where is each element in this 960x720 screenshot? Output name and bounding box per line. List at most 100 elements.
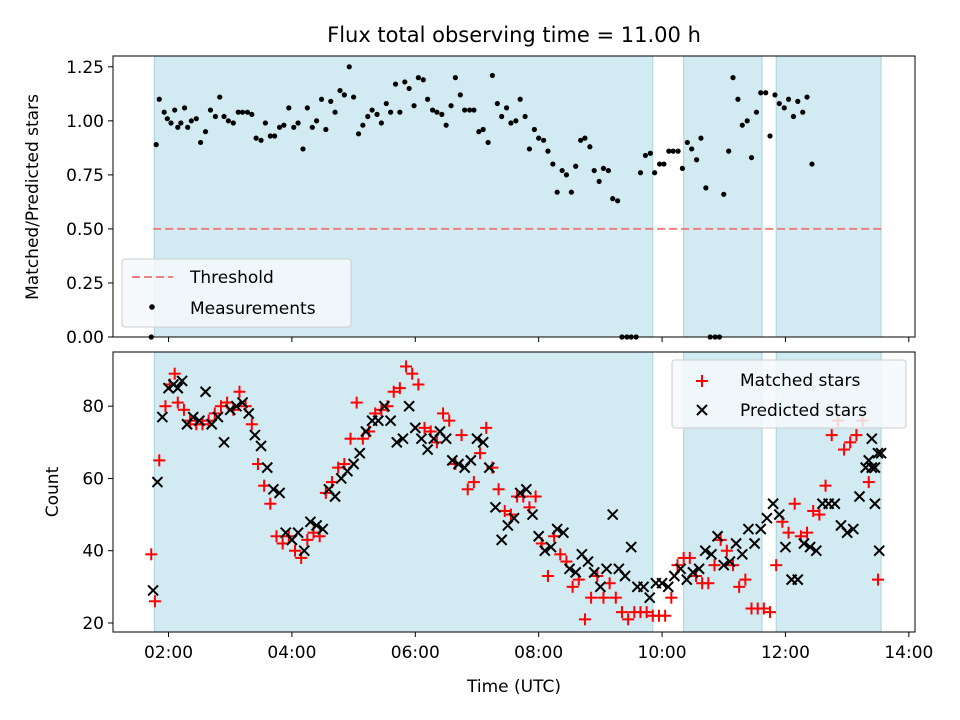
measurement-point — [276, 124, 283, 130]
measurement-point — [647, 150, 653, 156]
measurement-point — [721, 191, 727, 197]
predicted-star-point — [866, 433, 878, 445]
measurement-point — [795, 98, 801, 104]
measurement-point — [536, 135, 542, 141]
measurement-point — [351, 94, 357, 100]
measurement-point — [563, 172, 570, 178]
matched-star-point — [578, 613, 591, 626]
predicted-star-point — [607, 508, 619, 521]
measurement-point — [212, 113, 219, 120]
predicted-star-point — [869, 498, 881, 510]
predicted-star-point — [736, 548, 748, 561]
predicted-star-point — [873, 545, 885, 557]
measurement-point — [656, 161, 663, 167]
measurement-point — [744, 118, 750, 124]
y-tick-label: 0.50 — [66, 220, 104, 240]
measurement-point — [425, 96, 431, 102]
matched-star-point — [757, 602, 770, 615]
measurement-point — [753, 109, 760, 115]
x-tick-label: 08:00 — [514, 643, 563, 663]
measurement-point — [698, 135, 704, 141]
predicted-star-point — [742, 523, 755, 535]
measurement-point — [202, 129, 209, 135]
predicted-star-point — [212, 411, 224, 423]
matched-star-point — [850, 429, 863, 442]
measurement-point — [318, 96, 325, 102]
predicted-star-point — [176, 375, 188, 387]
matched-star-point — [492, 483, 505, 496]
measurement-point — [193, 116, 199, 122]
measurement-point — [239, 109, 246, 115]
bottom-panel: 20 40 60 80 02:00 04:00 06:00 08:00 10:00 12:00 1… — [43, 351, 933, 697]
measurement-point — [485, 139, 491, 146]
matched-star-point — [443, 414, 456, 427]
x-tick-label: 02:00 — [144, 643, 193, 663]
matched-star-point — [467, 476, 480, 489]
measurement-point — [225, 118, 231, 124]
matched-star-point — [264, 497, 277, 510]
measurement-point — [374, 111, 380, 117]
measurement-point — [221, 113, 227, 120]
bottom-axes-frame — [112, 351, 916, 633]
measurement-point — [462, 107, 468, 113]
predicted-star-point — [804, 541, 816, 553]
measurement-point — [185, 124, 191, 130]
measurement-point — [508, 120, 514, 126]
measurement-point — [517, 96, 523, 102]
predicted-star-point — [421, 443, 434, 456]
legend-matched-label: Matched stars — [740, 371, 860, 391]
predicted-star-point — [495, 534, 508, 546]
measurement-point — [758, 90, 764, 96]
matched-star-point — [344, 432, 357, 445]
matched-star-point — [739, 573, 752, 586]
bottom-y-ticks: 20 40 60 80 — [82, 397, 113, 634]
x-tick-label: 04:00 — [267, 643, 316, 663]
predicted-star-point — [588, 566, 600, 579]
matched-star-point — [332, 461, 345, 474]
measurement-point — [522, 113, 528, 120]
top-y-ticks: 0.00 0.25 0.50 0.75 1.00 1.25 — [66, 58, 113, 348]
predicted-star-point — [403, 400, 415, 412]
measurement-point — [156, 96, 162, 102]
y-tick-label: 60 — [82, 469, 104, 489]
chart-title: Flux total observing time = 11.00 h — [327, 23, 701, 47]
matched-star-point — [825, 429, 838, 442]
predicted-star-point — [446, 454, 459, 467]
matched-star-point — [168, 367, 181, 380]
matched-star-point — [498, 504, 511, 517]
matched-star-point — [554, 548, 567, 561]
predicted-star-point — [317, 523, 329, 535]
predicted-star-point — [724, 555, 736, 568]
matched-star-point — [683, 551, 696, 564]
predicted-star-point — [687, 566, 699, 579]
matched-star-point — [171, 396, 184, 409]
predicted-star-point — [187, 411, 199, 423]
predicted-star-point — [569, 566, 582, 579]
matched-star-point — [270, 530, 283, 543]
predicted-star-point — [705, 548, 718, 561]
matched-star-point — [214, 400, 227, 413]
measurement-point — [355, 131, 362, 137]
predicted-star-point — [378, 400, 391, 412]
measurement-point — [434, 109, 440, 115]
measurement-point — [411, 103, 417, 109]
predicted-star-point — [354, 447, 366, 459]
bottom-observing-windows — [153, 351, 882, 633]
measurement-point — [661, 161, 667, 167]
measurement-point — [313, 118, 320, 124]
predicted-star-point — [767, 498, 779, 510]
predicted-star-point — [875, 447, 887, 459]
matched-star-point — [708, 559, 721, 572]
measurement-point — [272, 133, 278, 139]
matched-star-point — [622, 613, 635, 626]
predicted-star-point — [384, 414, 397, 427]
legend-measurements-label: Measurements — [190, 299, 316, 319]
legend-threshold-label: Threshold — [189, 268, 274, 288]
measurement-point — [568, 189, 574, 195]
matched-star-point — [597, 591, 610, 604]
measurement-point — [309, 124, 315, 130]
x-tick-label: 10:00 — [638, 643, 687, 663]
matched-star-point — [418, 421, 431, 434]
measurement-point — [642, 152, 649, 159]
measurement-point — [466, 107, 473, 113]
